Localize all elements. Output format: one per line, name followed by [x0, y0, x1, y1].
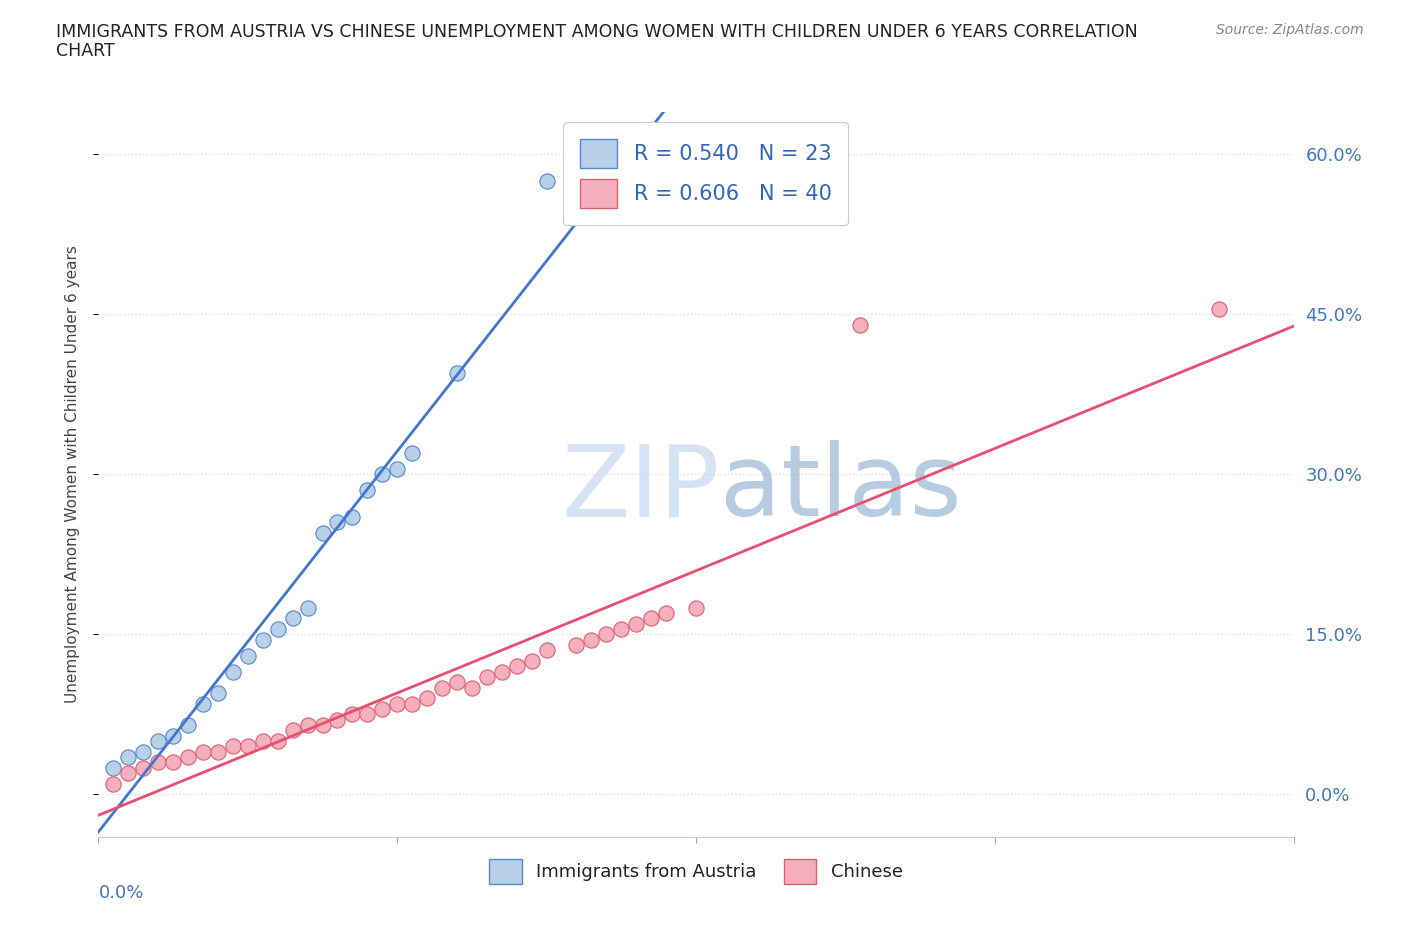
Point — [446, 675, 468, 690]
Point — [148, 734, 170, 749]
Text: ZIP: ZIP — [561, 440, 720, 538]
Point — [191, 697, 214, 711]
Point — [342, 707, 364, 722]
Point — [371, 467, 394, 482]
Y-axis label: Unemployment Among Women with Children Under 6 years: Unemployment Among Women with Children U… — [65, 246, 80, 703]
Point — [297, 718, 319, 733]
Point — [222, 664, 245, 679]
Point — [385, 697, 409, 711]
Point — [401, 697, 423, 711]
Point — [520, 654, 543, 669]
Point — [236, 648, 259, 663]
Point — [132, 744, 155, 759]
Point — [326, 515, 349, 530]
Point — [132, 760, 155, 775]
Point — [624, 617, 647, 631]
Point — [326, 712, 349, 727]
Point — [297, 600, 319, 615]
Point — [506, 658, 529, 673]
Point — [461, 680, 484, 695]
Point — [207, 685, 229, 700]
Text: 0.0%: 0.0% — [98, 884, 143, 902]
Text: CHART: CHART — [56, 42, 115, 60]
Point — [655, 605, 678, 620]
Point — [177, 718, 200, 733]
Point — [281, 723, 304, 737]
Point — [1208, 301, 1230, 316]
Point — [103, 760, 125, 775]
Point — [117, 750, 139, 764]
Point — [446, 365, 468, 380]
Point — [581, 632, 603, 647]
Point — [267, 734, 290, 749]
Point — [416, 691, 439, 706]
Point — [281, 611, 304, 626]
Point — [491, 664, 513, 679]
Point — [371, 701, 394, 716]
Point — [236, 738, 259, 753]
Point — [685, 600, 707, 615]
Point — [356, 707, 378, 722]
Point — [311, 718, 333, 733]
Point — [117, 765, 139, 780]
Point — [610, 621, 633, 636]
Point — [536, 643, 558, 658]
Point — [207, 744, 229, 759]
Point — [565, 638, 588, 653]
Point — [252, 632, 274, 647]
Point — [401, 445, 423, 460]
Point — [849, 317, 872, 332]
Point — [252, 734, 274, 749]
Point — [191, 744, 214, 759]
Point — [595, 627, 617, 642]
Point — [148, 755, 170, 770]
Point — [342, 510, 364, 525]
Point — [177, 750, 200, 764]
Point — [430, 680, 453, 695]
Point — [103, 777, 125, 791]
Point — [162, 755, 184, 770]
Point — [267, 621, 290, 636]
Text: IMMIGRANTS FROM AUSTRIA VS CHINESE UNEMPLOYMENT AMONG WOMEN WITH CHILDREN UNDER : IMMIGRANTS FROM AUSTRIA VS CHINESE UNEMP… — [56, 23, 1137, 41]
Point — [385, 461, 409, 476]
Point — [162, 728, 184, 743]
Text: Source: ZipAtlas.com: Source: ZipAtlas.com — [1216, 23, 1364, 37]
Legend: Immigrants from Austria, Chinese: Immigrants from Austria, Chinese — [481, 850, 911, 893]
Text: atlas: atlas — [720, 440, 962, 538]
Point — [311, 525, 333, 540]
Point — [475, 670, 498, 684]
Point — [536, 174, 558, 189]
Point — [640, 611, 662, 626]
Point — [356, 483, 378, 498]
Point — [222, 738, 245, 753]
